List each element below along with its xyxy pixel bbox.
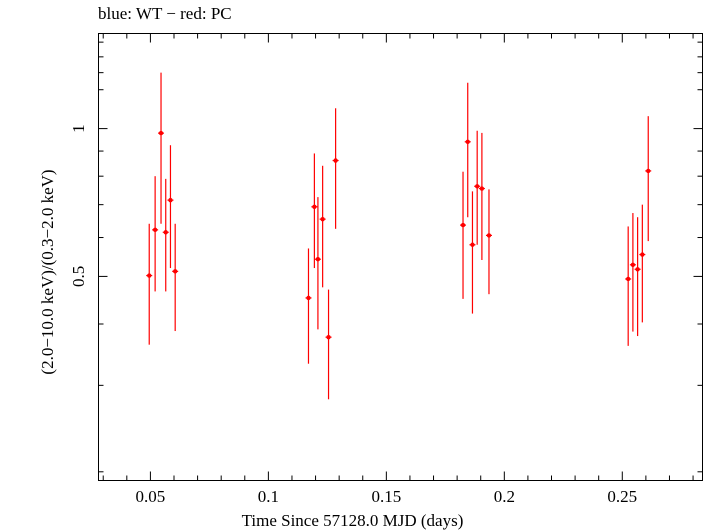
- axis-tick-labels: 0.05 0.1 0.15 0.2 0.25 0.5 1: [69, 124, 637, 506]
- data-point: [469, 191, 476, 314]
- point-marker: [158, 130, 164, 136]
- data-point: [629, 213, 636, 332]
- data-point: [474, 130, 481, 245]
- data-point: [146, 223, 153, 345]
- point-marker: [152, 227, 158, 233]
- plot-frame: [98, 33, 703, 481]
- point-marker: [479, 186, 485, 191]
- data-points: [146, 72, 652, 400]
- point-marker: [465, 139, 470, 144]
- point-marker: [646, 168, 651, 174]
- point-marker: [474, 184, 480, 189]
- data-point: [162, 178, 169, 292]
- point-marker: [635, 267, 640, 272]
- data-point: [464, 82, 471, 218]
- data-point: [319, 165, 326, 288]
- point-marker: [306, 295, 311, 301]
- data-point: [625, 226, 632, 346]
- x-tick-label: 0.05: [136, 487, 166, 506]
- data-point: [167, 145, 174, 269]
- y-tick-label: 1: [69, 124, 88, 133]
- point-marker: [460, 222, 466, 228]
- data-point: [634, 217, 641, 337]
- point-marker: [333, 158, 338, 163]
- data-point: [460, 171, 467, 299]
- data-point: [485, 189, 492, 295]
- point-marker: [312, 204, 317, 209]
- x-tick-label: 0.1: [258, 487, 279, 506]
- data-point: [152, 176, 159, 292]
- point-marker: [470, 242, 475, 247]
- point-marker: [168, 197, 173, 203]
- data-point: [645, 116, 652, 242]
- y-axis-label: (2.0−10.0 keV)/(0.3−2.0 keV): [38, 169, 57, 375]
- data-point: [314, 197, 321, 330]
- point-marker: [147, 273, 152, 278]
- data-point: [332, 108, 339, 229]
- point-marker: [163, 230, 168, 235]
- chart-title: blue: WT − red: PC: [98, 4, 232, 23]
- point-marker: [172, 269, 178, 274]
- x-tick-label: 0.25: [607, 487, 637, 506]
- data-point: [158, 72, 165, 224]
- point-marker: [315, 257, 321, 262]
- point-marker: [625, 276, 631, 282]
- x-tick-label: 0.2: [494, 487, 515, 506]
- point-marker: [326, 334, 331, 340]
- point-marker: [320, 216, 325, 222]
- point-marker: [640, 252, 645, 257]
- data-point: [172, 223, 179, 332]
- point-marker: [630, 262, 636, 267]
- axis-ticks: [98, 33, 703, 481]
- data-point: [478, 132, 485, 260]
- data-point: [311, 153, 318, 269]
- data-point: [305, 248, 312, 364]
- x-axis-label: Time Since 57128.0 MJD (days): [241, 511, 464, 530]
- x-tick-label: 0.15: [371, 487, 401, 506]
- data-point: [639, 204, 646, 323]
- data-point: [325, 289, 332, 400]
- point-marker: [486, 233, 492, 238]
- y-tick-label: 0.5: [69, 266, 88, 287]
